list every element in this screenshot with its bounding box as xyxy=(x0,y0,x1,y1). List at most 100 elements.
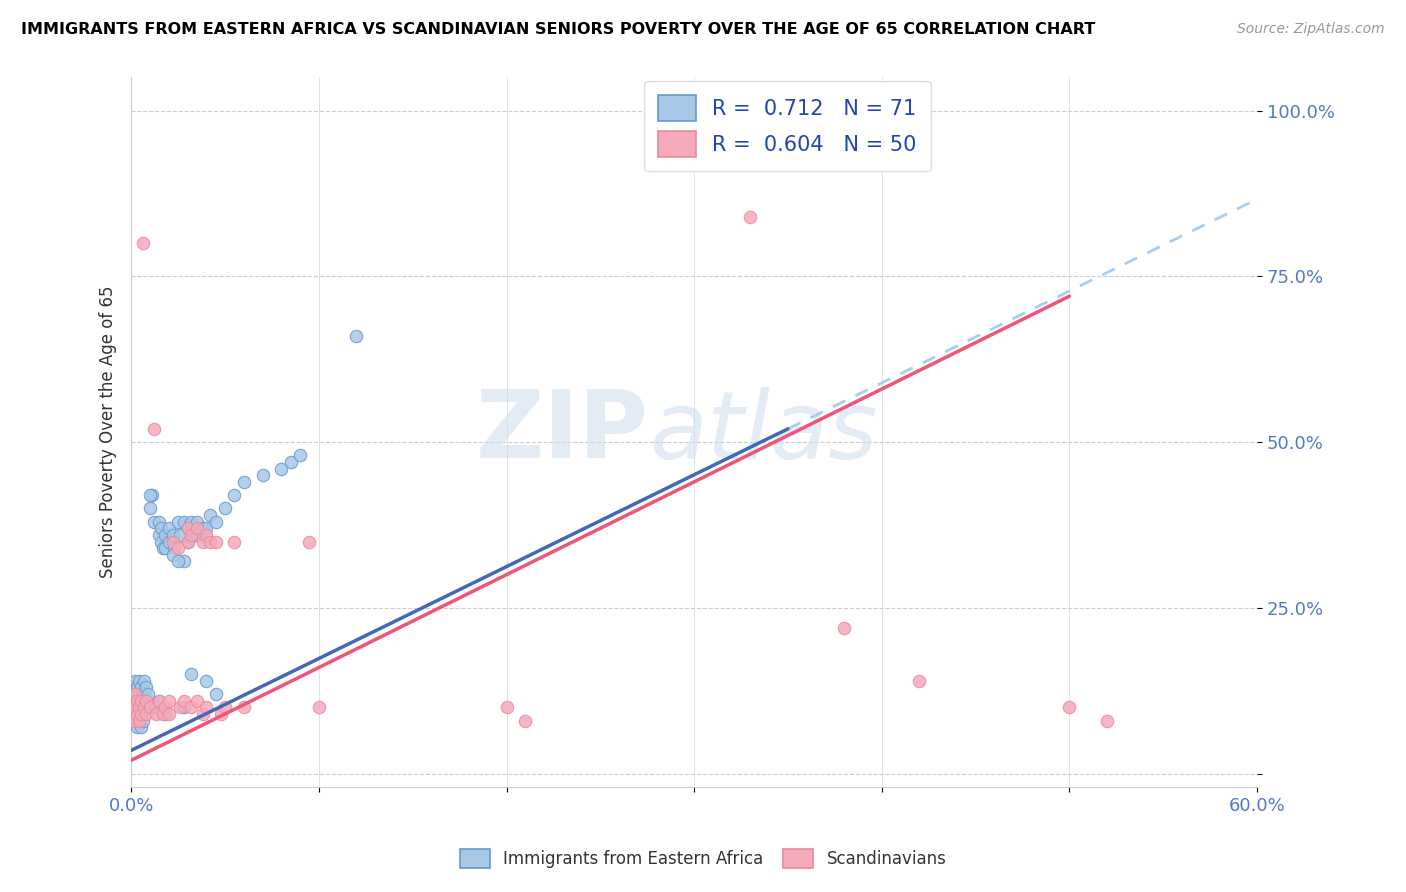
Point xyxy=(148,693,170,707)
Point xyxy=(134,687,156,701)
Point xyxy=(180,667,202,681)
Point xyxy=(135,693,157,707)
Point xyxy=(128,714,150,728)
Text: Source: ZipAtlas.com: Source: ZipAtlas.com xyxy=(1237,22,1385,37)
Point xyxy=(129,681,152,695)
Point xyxy=(176,534,198,549)
Point xyxy=(141,488,163,502)
Point xyxy=(152,541,174,556)
Point xyxy=(186,693,208,707)
Point xyxy=(195,673,218,688)
Point xyxy=(495,700,517,714)
Point xyxy=(169,700,191,714)
Point xyxy=(124,700,146,714)
Point xyxy=(139,700,162,714)
Point xyxy=(169,528,191,542)
Point xyxy=(157,534,180,549)
Point xyxy=(176,521,198,535)
Point xyxy=(176,521,198,535)
Point xyxy=(148,515,170,529)
Point xyxy=(191,521,214,535)
Point xyxy=(134,700,156,714)
Point xyxy=(908,673,931,688)
Point xyxy=(128,714,150,728)
Point xyxy=(136,700,159,714)
Point xyxy=(128,700,150,714)
Point xyxy=(122,681,145,695)
Legend: R =  0.712   N = 71, R =  0.604   N = 50: R = 0.712 N = 71, R = 0.604 N = 50 xyxy=(644,81,931,171)
Point xyxy=(195,700,218,714)
Point xyxy=(176,534,198,549)
Point xyxy=(153,528,176,542)
Point xyxy=(125,693,148,707)
Point xyxy=(191,706,214,721)
Text: atlas: atlas xyxy=(650,386,877,477)
Point xyxy=(163,541,186,556)
Point xyxy=(125,706,148,721)
Point xyxy=(181,528,204,542)
Point xyxy=(129,693,152,707)
Point xyxy=(134,673,156,688)
Point xyxy=(145,706,167,721)
Text: IMMIGRANTS FROM EASTERN AFRICA VS SCANDINAVIAN SENIORS POVERTY OVER THE AGE OF 6: IMMIGRANTS FROM EASTERN AFRICA VS SCANDI… xyxy=(21,22,1095,37)
Y-axis label: Seniors Poverty Over the Age of 65: Seniors Poverty Over the Age of 65 xyxy=(100,286,117,578)
Point xyxy=(136,687,159,701)
Point xyxy=(224,534,246,549)
Point xyxy=(162,528,184,542)
Point xyxy=(167,515,190,529)
Point xyxy=(125,706,148,721)
Point xyxy=(129,706,152,721)
Point xyxy=(173,515,195,529)
Point xyxy=(142,422,165,436)
Point xyxy=(224,488,246,502)
Point xyxy=(232,700,254,714)
Point xyxy=(214,700,236,714)
Point xyxy=(195,528,218,542)
Point xyxy=(128,673,150,688)
Point xyxy=(124,700,146,714)
Point xyxy=(298,534,321,549)
Point xyxy=(129,693,152,707)
Point xyxy=(135,681,157,695)
Point xyxy=(134,700,156,714)
Point xyxy=(173,700,195,714)
Point xyxy=(702,130,724,145)
Point xyxy=(122,700,145,714)
Point xyxy=(162,548,184,562)
Point xyxy=(180,515,202,529)
Point xyxy=(131,714,153,728)
Point xyxy=(740,210,762,224)
Point xyxy=(125,720,148,734)
Point xyxy=(150,534,173,549)
Point xyxy=(157,693,180,707)
Point xyxy=(515,714,537,728)
Point xyxy=(214,501,236,516)
Point xyxy=(308,700,330,714)
Point xyxy=(232,475,254,489)
Point xyxy=(122,693,145,707)
Point xyxy=(129,706,152,721)
Point xyxy=(204,515,226,529)
Point xyxy=(139,488,162,502)
Point xyxy=(195,521,218,535)
Point xyxy=(131,687,153,701)
Point xyxy=(344,329,367,343)
Point xyxy=(122,706,145,721)
Point xyxy=(186,528,208,542)
Point xyxy=(288,448,311,462)
Point xyxy=(167,541,190,556)
Point xyxy=(142,700,165,714)
Point xyxy=(204,687,226,701)
Point xyxy=(131,236,153,251)
Point xyxy=(191,534,214,549)
Point xyxy=(157,706,180,721)
Point xyxy=(142,515,165,529)
Point xyxy=(280,455,302,469)
Point xyxy=(148,528,170,542)
Point xyxy=(198,534,221,549)
Point xyxy=(139,501,162,516)
Point xyxy=(1095,714,1118,728)
Point xyxy=(124,673,146,688)
Point xyxy=(124,687,146,701)
Point xyxy=(124,687,146,701)
